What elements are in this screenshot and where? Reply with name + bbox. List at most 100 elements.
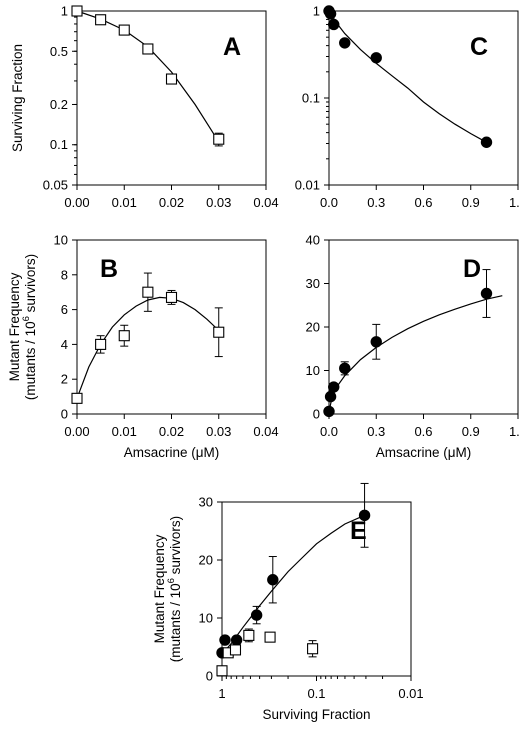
y-tick-label-a: 0.05 bbox=[43, 178, 68, 193]
data-point-a bbox=[142, 43, 154, 55]
y-axis-label-line2-b: (mutants / 106 survivors) bbox=[21, 254, 38, 400]
fit-curve-d bbox=[328, 295, 503, 412]
y-axis-label-end-e: survivors) bbox=[168, 516, 183, 578]
y-axis-label-line1-b: Mutant Frequency bbox=[7, 272, 22, 381]
x-axis-label-b: Amsacrine (μM) bbox=[124, 445, 220, 460]
x-tick-label-a: 0.02 bbox=[159, 195, 184, 210]
y-tick-label-b: 2 bbox=[61, 372, 68, 387]
x-tick-label-c: 1.2 bbox=[509, 195, 520, 210]
data-point-e-0 bbox=[219, 634, 231, 646]
x-tick-label-e: 0.1 bbox=[307, 686, 325, 701]
y-tick-label-a: 1 bbox=[61, 4, 68, 19]
data-point-b bbox=[95, 338, 107, 350]
data-point-b bbox=[213, 326, 225, 338]
x-tick-label-d: 0.6 bbox=[414, 424, 432, 439]
x-tick-label-b: 0.02 bbox=[159, 424, 184, 439]
x-tick-label-e: 0.01 bbox=[398, 686, 423, 701]
y-axis-label-end-b: survivors) bbox=[23, 254, 38, 316]
panel-letter-d: D bbox=[463, 255, 481, 283]
panel-a: 0.00 0.01 0.02 0.03 0.04 0.05 0.1 0.2 0.5 1 A Survi… bbox=[10, 4, 279, 211]
x-axis-label-e: Surviving Fraction bbox=[262, 707, 370, 722]
y-tick-label-a: 0.5 bbox=[50, 44, 68, 59]
x-tick-label-e: 1 bbox=[218, 686, 225, 701]
data-point-c bbox=[339, 37, 351, 49]
fit-curve-a bbox=[76, 10, 220, 143]
data-point-e-0 bbox=[267, 574, 279, 586]
data-point-a bbox=[95, 14, 107, 26]
data-point-a bbox=[71, 5, 83, 17]
x-tick-label-a: 0.04 bbox=[253, 195, 278, 210]
x-tick-label-c: 0.3 bbox=[367, 195, 385, 210]
data-point-c bbox=[370, 52, 382, 64]
y-tick-label-b: 8 bbox=[61, 267, 68, 282]
data-point-d bbox=[328, 381, 340, 393]
data-point-b bbox=[142, 286, 154, 298]
y-tick-label-c: 1 bbox=[313, 4, 320, 19]
data-point-a bbox=[165, 73, 178, 85]
x-tick-label-b: 0.03 bbox=[206, 424, 231, 439]
panel-letter-e: E bbox=[350, 517, 367, 545]
data-point-b bbox=[71, 392, 83, 404]
data-point-d bbox=[324, 390, 337, 403]
data-point-d bbox=[480, 287, 493, 300]
data-point-e-0 bbox=[230, 634, 243, 646]
x-tick-label-c: 0.6 bbox=[414, 195, 432, 210]
data-point-d bbox=[339, 362, 351, 375]
y-axis-label-line1-e: Mutant Frequency bbox=[152, 534, 167, 643]
x-tick-label-d: 0.3 bbox=[367, 424, 385, 439]
x-axis-label-d: Amsacrine (μM) bbox=[376, 445, 472, 460]
data-point-e-1 bbox=[243, 629, 255, 641]
y-tick-label-b: 10 bbox=[54, 233, 68, 248]
data-point-e-0 bbox=[250, 609, 263, 621]
y-tick-label-b: 6 bbox=[61, 302, 68, 317]
y-tick-label-e: 10 bbox=[199, 611, 213, 626]
y-tick-label-e: 0 bbox=[206, 669, 213, 684]
data-point-c bbox=[480, 136, 493, 148]
data-point-d bbox=[370, 336, 382, 348]
y-tick-label-b: 0 bbox=[61, 407, 68, 422]
x-tick-label-a: 0.01 bbox=[112, 195, 137, 210]
y-tick-label-c: 0.1 bbox=[302, 91, 320, 106]
panel-letter-c: C bbox=[470, 33, 488, 61]
y-tick-label-d: 40 bbox=[306, 233, 320, 248]
x-tick-label-d: 0.0 bbox=[320, 424, 338, 439]
panel-c: 0.0 0.3 0.6 0.9 1.2 0.01 0.1 1 C bbox=[295, 4, 520, 211]
x-tick-label-b: 0.01 bbox=[112, 424, 137, 439]
data-point-a bbox=[213, 133, 225, 145]
y-tick-label-a: 0.1 bbox=[50, 137, 68, 152]
x-tick-label-a: 0.03 bbox=[206, 195, 231, 210]
y-tick-label-e: 20 bbox=[199, 553, 213, 568]
y-tick-label-e: 30 bbox=[199, 495, 213, 510]
data-point-e-1 bbox=[307, 643, 319, 655]
x-tick-label-d: 0.9 bbox=[462, 424, 480, 439]
y-tick-label-c: 0.01 bbox=[295, 178, 320, 193]
data-point-e-0 bbox=[358, 509, 371, 522]
data-point-c bbox=[324, 8, 337, 20]
panel-b: 0.00 0.01 0.02 0.03 0.04 0 2 4 6 8 10 B Amsacrine (μ… bbox=[7, 233, 279, 461]
y-tick-label-d: 30 bbox=[306, 276, 320, 291]
x-tick-label-c: 0.0 bbox=[320, 195, 338, 210]
data-point-c bbox=[328, 18, 340, 31]
data-point-e-1 bbox=[216, 665, 228, 677]
data-point-e-1 bbox=[229, 644, 242, 656]
y-tick-label-d: 20 bbox=[306, 320, 320, 335]
y-tick-label-d: 0 bbox=[313, 407, 320, 422]
y-axis-label-sup-b: 6 bbox=[21, 316, 32, 321]
data-point-b bbox=[165, 291, 178, 303]
y-tick-label-b: 4 bbox=[61, 337, 68, 352]
x-tick-label-b: 0.00 bbox=[64, 424, 89, 439]
x-tick-label-d: 1.2 bbox=[509, 424, 520, 439]
y-axis-label-part-e: (mutants / 10 bbox=[168, 583, 183, 662]
plot-frame-d bbox=[328, 239, 519, 415]
y-axis-label-a: Surviving Fraction bbox=[10, 44, 25, 152]
fit-curve-e bbox=[221, 514, 365, 655]
x-tick-label-a: 0.00 bbox=[64, 195, 89, 210]
data-point-e-1 bbox=[264, 631, 276, 643]
y-axis-label-sup-e: 6 bbox=[166, 578, 177, 583]
data-point-b bbox=[118, 330, 130, 342]
x-tick-label-c: 0.9 bbox=[462, 195, 480, 210]
y-axis-label-line2-e: (mutants / 106 survivors) bbox=[166, 516, 183, 662]
y-tick-label-d: 10 bbox=[306, 363, 320, 378]
panel-letter-b: B bbox=[100, 255, 118, 283]
